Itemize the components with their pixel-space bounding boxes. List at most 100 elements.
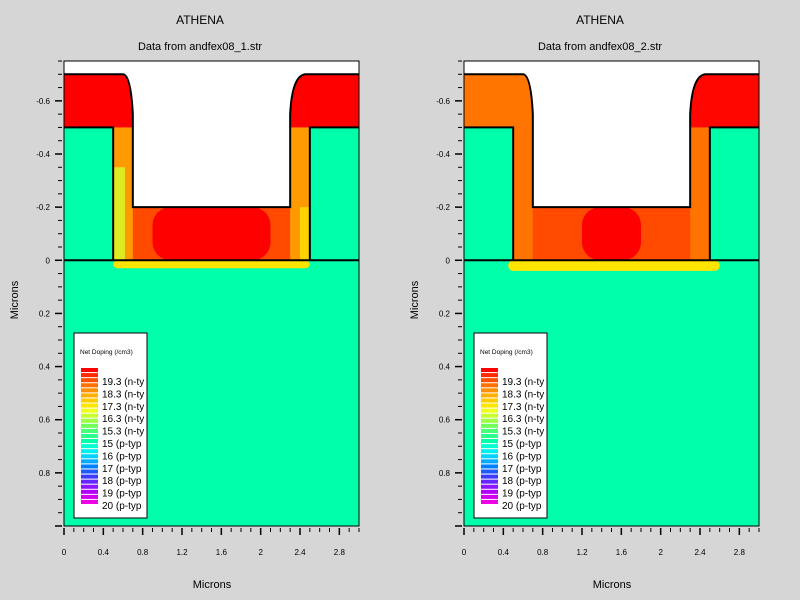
x-tick-label: 1.2: [176, 548, 188, 557]
material-boundary-top: [464, 73, 759, 209]
oxide-top: [464, 61, 759, 75]
legend-swatch: [481, 449, 498, 454]
legend-swatch: [81, 484, 98, 489]
legend-swatch: [81, 479, 98, 484]
y-tick-label: 0: [46, 256, 51, 265]
x-tick-label: 1.2: [576, 548, 588, 557]
x-tick-label: 2: [658, 548, 663, 557]
x-tick-label: 1.6: [616, 548, 628, 557]
chart-panel-1: ATHENA Data from andfex08_1.str -0.6 -0.4 -0…: [9, 13, 360, 591]
legend-swatch: [81, 368, 98, 373]
legend-entry: 18 (p-typ: [102, 476, 142, 487]
y-tick-label: 0.4: [439, 363, 451, 372]
chart-title: ATHENA: [176, 13, 224, 27]
legend-swatch: [481, 454, 498, 459]
legend-entry: 18.3 (n-ty: [502, 389, 544, 400]
legend-swatch: [81, 499, 98, 504]
legend-entry: 15 (p-typ: [102, 439, 142, 450]
right-spacer-region: [709, 127, 759, 261]
legend-swatch: [81, 378, 98, 383]
y-tick-label: -0.4: [36, 150, 50, 159]
right-spacer-region: [309, 127, 359, 261]
chart-subtitle: Data from andfex08_2.str: [538, 41, 662, 53]
x-tick-label: 2.8: [334, 548, 346, 557]
x-tick-label: 0.4: [498, 548, 510, 557]
x-tick-label: 0.4: [98, 548, 110, 557]
x-tick-label: 0.8: [137, 548, 149, 557]
legend-swatch: [481, 439, 498, 444]
legend-entry: 17 (p-typ: [102, 464, 142, 475]
legend-entry: 16 (p-typ: [502, 451, 542, 462]
legend-swatch: [481, 383, 498, 388]
legend-title: Net Doping (/cm3): [80, 349, 133, 356]
y-axis-label: Microns: [409, 280, 421, 319]
legend-swatch: [81, 428, 98, 433]
legend-swatch: [481, 393, 498, 398]
y-tick-label: 0.4: [39, 363, 51, 372]
legend-entry: 16 (p-typ: [102, 451, 142, 462]
doping-region-junction: [508, 260, 720, 271]
legend-entry: 18 (p-typ: [502, 476, 542, 487]
legend-swatch: [481, 403, 498, 408]
y-tick-label: 0.8: [439, 469, 451, 478]
sidewall-accent-left: [113, 167, 125, 261]
y-axis-label: Microns: [9, 280, 21, 319]
y-tick-label: 0.2: [439, 309, 451, 318]
y-tick-label: 0.6: [39, 416, 51, 425]
oxide-trench: [522, 61, 707, 208]
legend-entry: 19.3 (n-ty: [502, 377, 544, 388]
legend-swatch: [481, 474, 498, 479]
legend-swatch: [81, 413, 98, 418]
polysilicon-body: [464, 74, 759, 261]
oxide-top: [64, 61, 359, 75]
legend-swatch: [81, 418, 98, 423]
doping-region-left-poly-top: [464, 74, 533, 128]
plot-frame: [463, 60, 760, 527]
legend-swatch: [81, 373, 98, 378]
left-spacer-boundary: [64, 126, 115, 261]
legend-swatch: [481, 464, 498, 469]
legend-swatch: [481, 408, 498, 413]
legend-entry: 17 (p-typ: [502, 464, 542, 475]
y-tick-label: 0.6: [439, 416, 451, 425]
y-tick-label: 0: [446, 256, 451, 265]
legend-swatch: [81, 474, 98, 479]
legend-entry: 15 (p-typ: [502, 439, 542, 450]
legend-entry: 19 (p-typ: [502, 489, 542, 500]
doping-region-junction: [113, 260, 310, 269]
legend-swatch: [481, 444, 498, 449]
legend-swatch: [481, 494, 498, 499]
doping-region-right-poly-top: [290, 74, 359, 128]
legend-swatch: [481, 499, 498, 504]
legend-swatch: [81, 444, 98, 449]
left-spacer-boundary: [464, 126, 515, 261]
plot-area: [64, 61, 359, 526]
plot-frame: [63, 60, 360, 527]
legend-swatch: [81, 393, 98, 398]
legend-swatch: [481, 469, 498, 474]
sidewall-accent-right: [300, 207, 310, 261]
doping-region-trench-floor-center: [152, 207, 271, 261]
legend-swatch: [481, 479, 498, 484]
left-spacer-region: [464, 127, 514, 261]
right-spacer-boundary: [308, 126, 359, 261]
right-spacer-boundary: [708, 126, 759, 261]
legend-swatch: [81, 383, 98, 388]
legend-entry: 16.3 (n-ty: [502, 414, 544, 425]
legend-entry: 17.3 (n-ty: [102, 402, 144, 413]
left-spacer-region: [64, 127, 114, 261]
x-tick-label: 2: [258, 548, 263, 557]
legend-swatch: [81, 464, 98, 469]
legend-swatch: [481, 484, 498, 489]
legend-swatch: [81, 494, 98, 499]
legend-swatch: [81, 449, 98, 454]
doping-region-trench-floor-center: [582, 207, 641, 261]
legend-entry: 20 (p-typ: [102, 501, 142, 512]
x-tick-label: 2.8: [734, 548, 746, 557]
polysilicon-body: [64, 74, 359, 261]
legend-swatch: [81, 408, 98, 413]
x-tick-label: 2.4: [694, 548, 706, 557]
